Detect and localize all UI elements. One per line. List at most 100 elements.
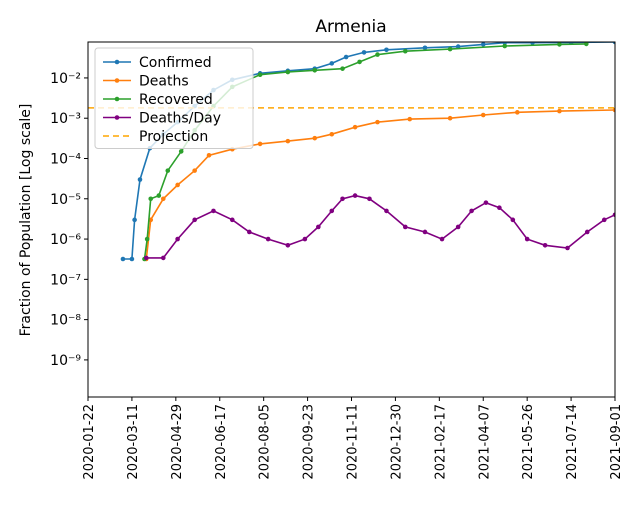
series-marker [367, 196, 372, 202]
series-marker [340, 196, 345, 202]
series-marker [343, 54, 349, 60]
series-marker [285, 243, 291, 248]
series-marker [257, 72, 263, 78]
series-marker [439, 236, 445, 242]
y-tick-label: 10⁻³ [50, 111, 81, 127]
legend-marker [114, 115, 120, 120]
y-tick-label: 10⁻⁷ [50, 272, 81, 288]
legend-label: Recovered [139, 92, 213, 108]
x-tick-label: 2020-08-05 [258, 404, 273, 480]
series-marker [329, 208, 335, 214]
series-marker [257, 141, 263, 147]
y-tick-label: 10⁻⁹ [50, 353, 81, 369]
series-marker [316, 224, 321, 230]
series-marker [375, 119, 380, 125]
series-marker [447, 46, 453, 52]
series-marker [515, 110, 520, 115]
series-marker [407, 116, 413, 122]
y-tick-label: 10⁻⁶ [50, 232, 81, 248]
legend-marker [114, 78, 120, 83]
x-tick-label: 2020-01-22 [82, 404, 97, 480]
series-marker [497, 205, 502, 211]
series-marker [160, 255, 166, 261]
legend-label: Confirmed [139, 55, 212, 71]
series-marker [329, 131, 335, 137]
y-tick-label: 10⁻⁴ [50, 151, 81, 167]
y-axis-label: Fraction of Population [Log scale] [18, 104, 34, 337]
series-marker [137, 177, 143, 182]
series-marker [402, 48, 408, 54]
x-tick-label: 2020-04-29 [170, 404, 185, 480]
series-marker [352, 193, 358, 198]
y-tick-label: 10⁻⁸ [50, 313, 81, 329]
series-marker [285, 138, 291, 144]
series-marker [601, 217, 607, 223]
series-marker [375, 52, 380, 57]
series-marker [329, 61, 335, 66]
series-marker [352, 124, 358, 130]
x-tick-label: 2021-02-17 [433, 404, 448, 480]
series-marker [211, 208, 216, 214]
series-marker [422, 45, 428, 51]
y-tick-label: 10⁻⁵ [50, 192, 81, 208]
series-marker [143, 255, 149, 261]
series-marker [265, 236, 271, 242]
series-marker [530, 42, 535, 45]
series-marker [510, 217, 516, 223]
series-marker [357, 59, 362, 65]
x-tick-label: 2021-05-26 [521, 404, 536, 480]
series-marker [469, 208, 474, 214]
series-marker [384, 208, 389, 214]
x-tick-label: 2021-07-14 [565, 404, 580, 480]
series-marker [524, 236, 530, 242]
series-marker [483, 200, 489, 205]
y-tick-label: 10⁻² [50, 71, 81, 87]
series-marker [447, 115, 453, 121]
plot-frame [87, 41, 616, 398]
series-marker [480, 42, 486, 47]
series-marker [160, 196, 166, 202]
series-marker [229, 217, 235, 223]
series-marker [156, 193, 162, 198]
legend-marker [114, 59, 120, 65]
series-marker [178, 149, 184, 154]
series-marker [148, 196, 154, 202]
x-tick-label: 2021-04-07 [477, 404, 492, 480]
series-line [146, 194, 615, 259]
x-tick-label: 2020-03-11 [126, 404, 141, 480]
plot-area [88, 42, 615, 262]
series-marker [144, 236, 150, 242]
series-marker [340, 66, 345, 71]
series-marker [565, 245, 570, 251]
x-tick-label: 2021-09-01 [609, 404, 624, 480]
legend-label: Deaths [139, 74, 189, 90]
series-marker [612, 42, 615, 45]
series-marker [132, 217, 137, 223]
series-marker [312, 135, 318, 141]
series-marker [129, 256, 135, 262]
series-line [123, 42, 615, 260]
x-tick-label: 2020-11-11 [346, 404, 361, 480]
series-line [143, 43, 587, 260]
series-marker [312, 67, 318, 73]
legend-box [94, 47, 254, 149]
series-marker [612, 212, 615, 218]
series-marker [455, 44, 461, 49]
series-marker [192, 217, 197, 223]
series-marker [247, 229, 252, 235]
series-marker [175, 236, 180, 242]
series-marker [192, 168, 197, 173]
legend-label: Deaths/Day [139, 111, 221, 127]
series-marker [120, 256, 126, 262]
legend-label: Projection [139, 129, 208, 145]
series-marker [402, 224, 408, 230]
series-marker [557, 108, 562, 114]
x-tick-label: 2020-12-30 [389, 404, 404, 480]
series-marker [175, 182, 180, 188]
chart-title: Armenia [315, 17, 386, 37]
series-marker [384, 47, 389, 53]
legend-marker [114, 96, 120, 102]
series-marker [612, 107, 615, 113]
series-marker [455, 224, 461, 230]
